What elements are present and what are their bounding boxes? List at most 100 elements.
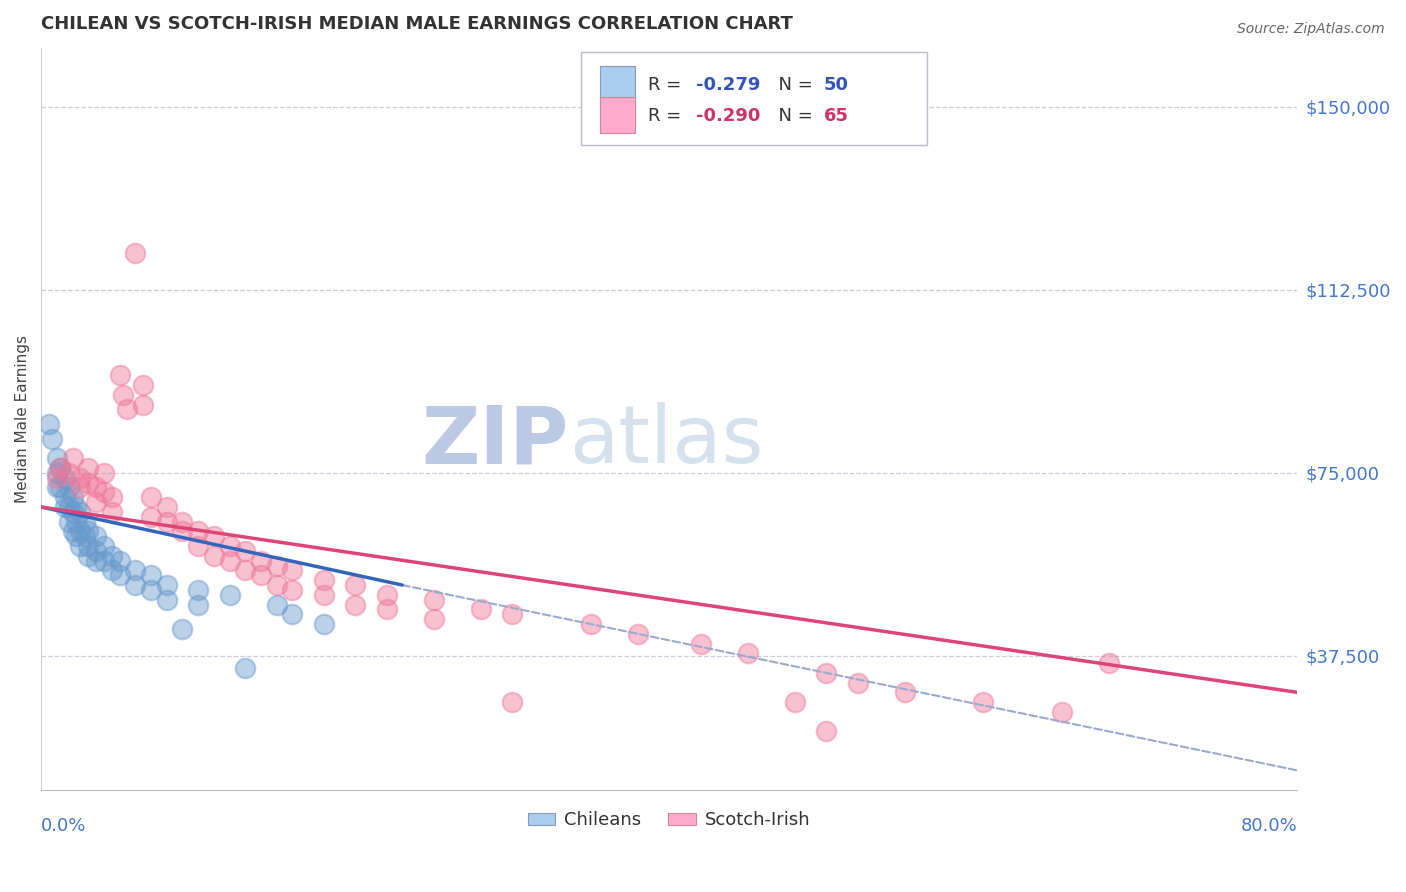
Point <box>139 568 162 582</box>
Point <box>77 524 100 539</box>
Point <box>93 539 115 553</box>
Point <box>1098 656 1121 670</box>
Point <box>156 578 179 592</box>
Point <box>250 554 273 568</box>
Point <box>172 622 194 636</box>
Point <box>281 563 304 577</box>
Point <box>422 612 444 626</box>
Point <box>108 554 131 568</box>
Point <box>93 466 115 480</box>
Point <box>312 617 335 632</box>
Point <box>49 461 72 475</box>
Point <box>62 505 84 519</box>
Point <box>77 461 100 475</box>
Point <box>187 524 209 539</box>
Point <box>117 402 139 417</box>
Point <box>58 466 80 480</box>
Point <box>627 627 650 641</box>
Point <box>281 607 304 622</box>
Point <box>124 563 146 577</box>
Point <box>69 480 91 494</box>
Point <box>375 602 398 616</box>
Point <box>53 471 76 485</box>
Legend: Chileans, Scotch-Irish: Chileans, Scotch-Irish <box>520 804 817 837</box>
Point <box>65 515 87 529</box>
Point <box>77 539 100 553</box>
Point <box>156 500 179 514</box>
Point <box>156 515 179 529</box>
Text: 65: 65 <box>824 107 849 125</box>
Point <box>108 568 131 582</box>
Point <box>38 417 60 431</box>
Point <box>312 588 335 602</box>
Point <box>846 675 869 690</box>
Point <box>266 598 288 612</box>
Point <box>501 607 523 622</box>
Point <box>65 529 87 543</box>
Text: R =: R = <box>648 107 686 125</box>
Point <box>77 475 100 490</box>
Point <box>139 509 162 524</box>
Point <box>45 471 67 485</box>
Point <box>266 578 288 592</box>
Point <box>281 582 304 597</box>
Point <box>139 490 162 504</box>
Point <box>124 578 146 592</box>
Point <box>100 549 122 563</box>
Point <box>75 515 97 529</box>
FancyBboxPatch shape <box>600 97 636 133</box>
Point <box>266 558 288 573</box>
Point <box>58 515 80 529</box>
FancyBboxPatch shape <box>581 52 927 145</box>
Point <box>75 529 97 543</box>
Point <box>815 665 838 680</box>
Point <box>187 582 209 597</box>
Point <box>972 695 994 709</box>
Point <box>69 524 91 539</box>
Point <box>77 549 100 563</box>
Point <box>132 378 155 392</box>
Point <box>250 568 273 582</box>
Point <box>139 582 162 597</box>
Text: CHILEAN VS SCOTCH-IRISH MEDIAN MALE EARNINGS CORRELATION CHART: CHILEAN VS SCOTCH-IRISH MEDIAN MALE EARN… <box>41 15 793 33</box>
Point <box>41 432 63 446</box>
Point <box>689 636 711 650</box>
Text: N =: N = <box>768 107 818 125</box>
Point <box>156 592 179 607</box>
Point <box>1050 705 1073 719</box>
Point <box>422 592 444 607</box>
Point <box>58 500 80 514</box>
Text: Source: ZipAtlas.com: Source: ZipAtlas.com <box>1237 22 1385 37</box>
Point <box>100 563 122 577</box>
Point <box>100 505 122 519</box>
Point <box>45 451 67 466</box>
Point <box>111 388 134 402</box>
Y-axis label: Median Male Earnings: Median Male Earnings <box>15 335 30 503</box>
Point <box>62 490 84 504</box>
Point <box>65 500 87 514</box>
Point <box>62 524 84 539</box>
FancyBboxPatch shape <box>600 66 636 102</box>
Point <box>84 554 107 568</box>
Text: -0.290: -0.290 <box>696 107 759 125</box>
Point <box>218 554 240 568</box>
Point <box>69 471 91 485</box>
Point <box>84 480 107 494</box>
Text: 50: 50 <box>824 76 849 94</box>
Text: atlas: atlas <box>568 402 763 481</box>
Point <box>49 461 72 475</box>
Point <box>132 398 155 412</box>
Point <box>737 646 759 660</box>
Point <box>344 598 367 612</box>
Point <box>100 490 122 504</box>
Point <box>579 617 602 632</box>
Point <box>53 490 76 504</box>
Point <box>45 466 67 480</box>
Point <box>344 578 367 592</box>
Point <box>501 695 523 709</box>
Point <box>58 480 80 494</box>
Point <box>124 246 146 260</box>
Point <box>783 695 806 709</box>
Point <box>233 563 256 577</box>
Point <box>202 549 225 563</box>
